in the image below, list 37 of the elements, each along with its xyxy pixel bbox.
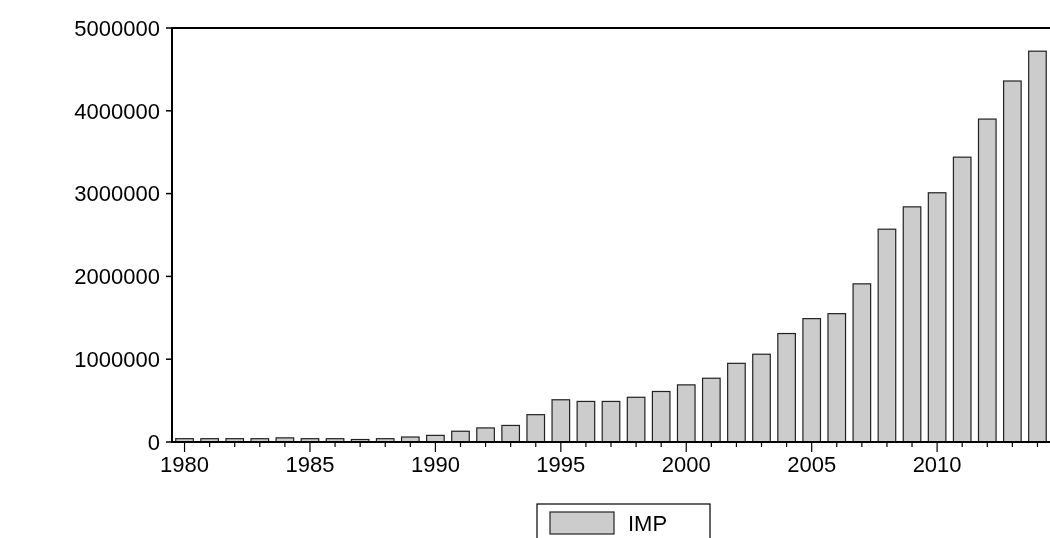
- bar: [626, 396, 646, 443]
- legend-label: IMP: [628, 510, 668, 536]
- y-tick-label: 4000000: [74, 98, 160, 124]
- bar: [526, 414, 546, 443]
- y-tick-label: 0: [147, 429, 160, 455]
- x-tick-label: 2010: [912, 452, 962, 477]
- bar: [927, 192, 947, 443]
- y-tick-label: 2000000: [74, 264, 160, 290]
- bar: [576, 400, 596, 443]
- bar: [601, 400, 621, 443]
- x-tick-label: 1990: [410, 452, 460, 477]
- bar: [827, 313, 847, 443]
- bar: [752, 353, 771, 443]
- bar: [727, 362, 746, 443]
- y-tick-label: 1000000: [74, 346, 160, 372]
- y-tick-label: 5000000: [74, 15, 160, 41]
- bar: [902, 206, 922, 443]
- bar: [977, 118, 997, 443]
- bar: [877, 228, 897, 443]
- bar: [501, 424, 521, 443]
- bar: [676, 384, 696, 443]
- bar: [1002, 80, 1022, 443]
- y-tick-label: 3000000: [74, 181, 160, 207]
- bar: [551, 399, 571, 443]
- x-tick-label: 1980: [160, 452, 210, 477]
- x-tick-label: 2000: [661, 452, 711, 477]
- bar: [476, 427, 495, 443]
- bar: [651, 390, 671, 443]
- bar: [802, 318, 822, 443]
- x-tick-label: 1995: [536, 452, 586, 477]
- bar: [1028, 50, 1047, 443]
- bar: [701, 377, 721, 443]
- x-tick-label: 1985: [285, 452, 335, 477]
- x-tick-label: 2005: [787, 452, 837, 477]
- bar: [777, 332, 796, 443]
- bar: [952, 156, 972, 443]
- bar: [852, 283, 872, 443]
